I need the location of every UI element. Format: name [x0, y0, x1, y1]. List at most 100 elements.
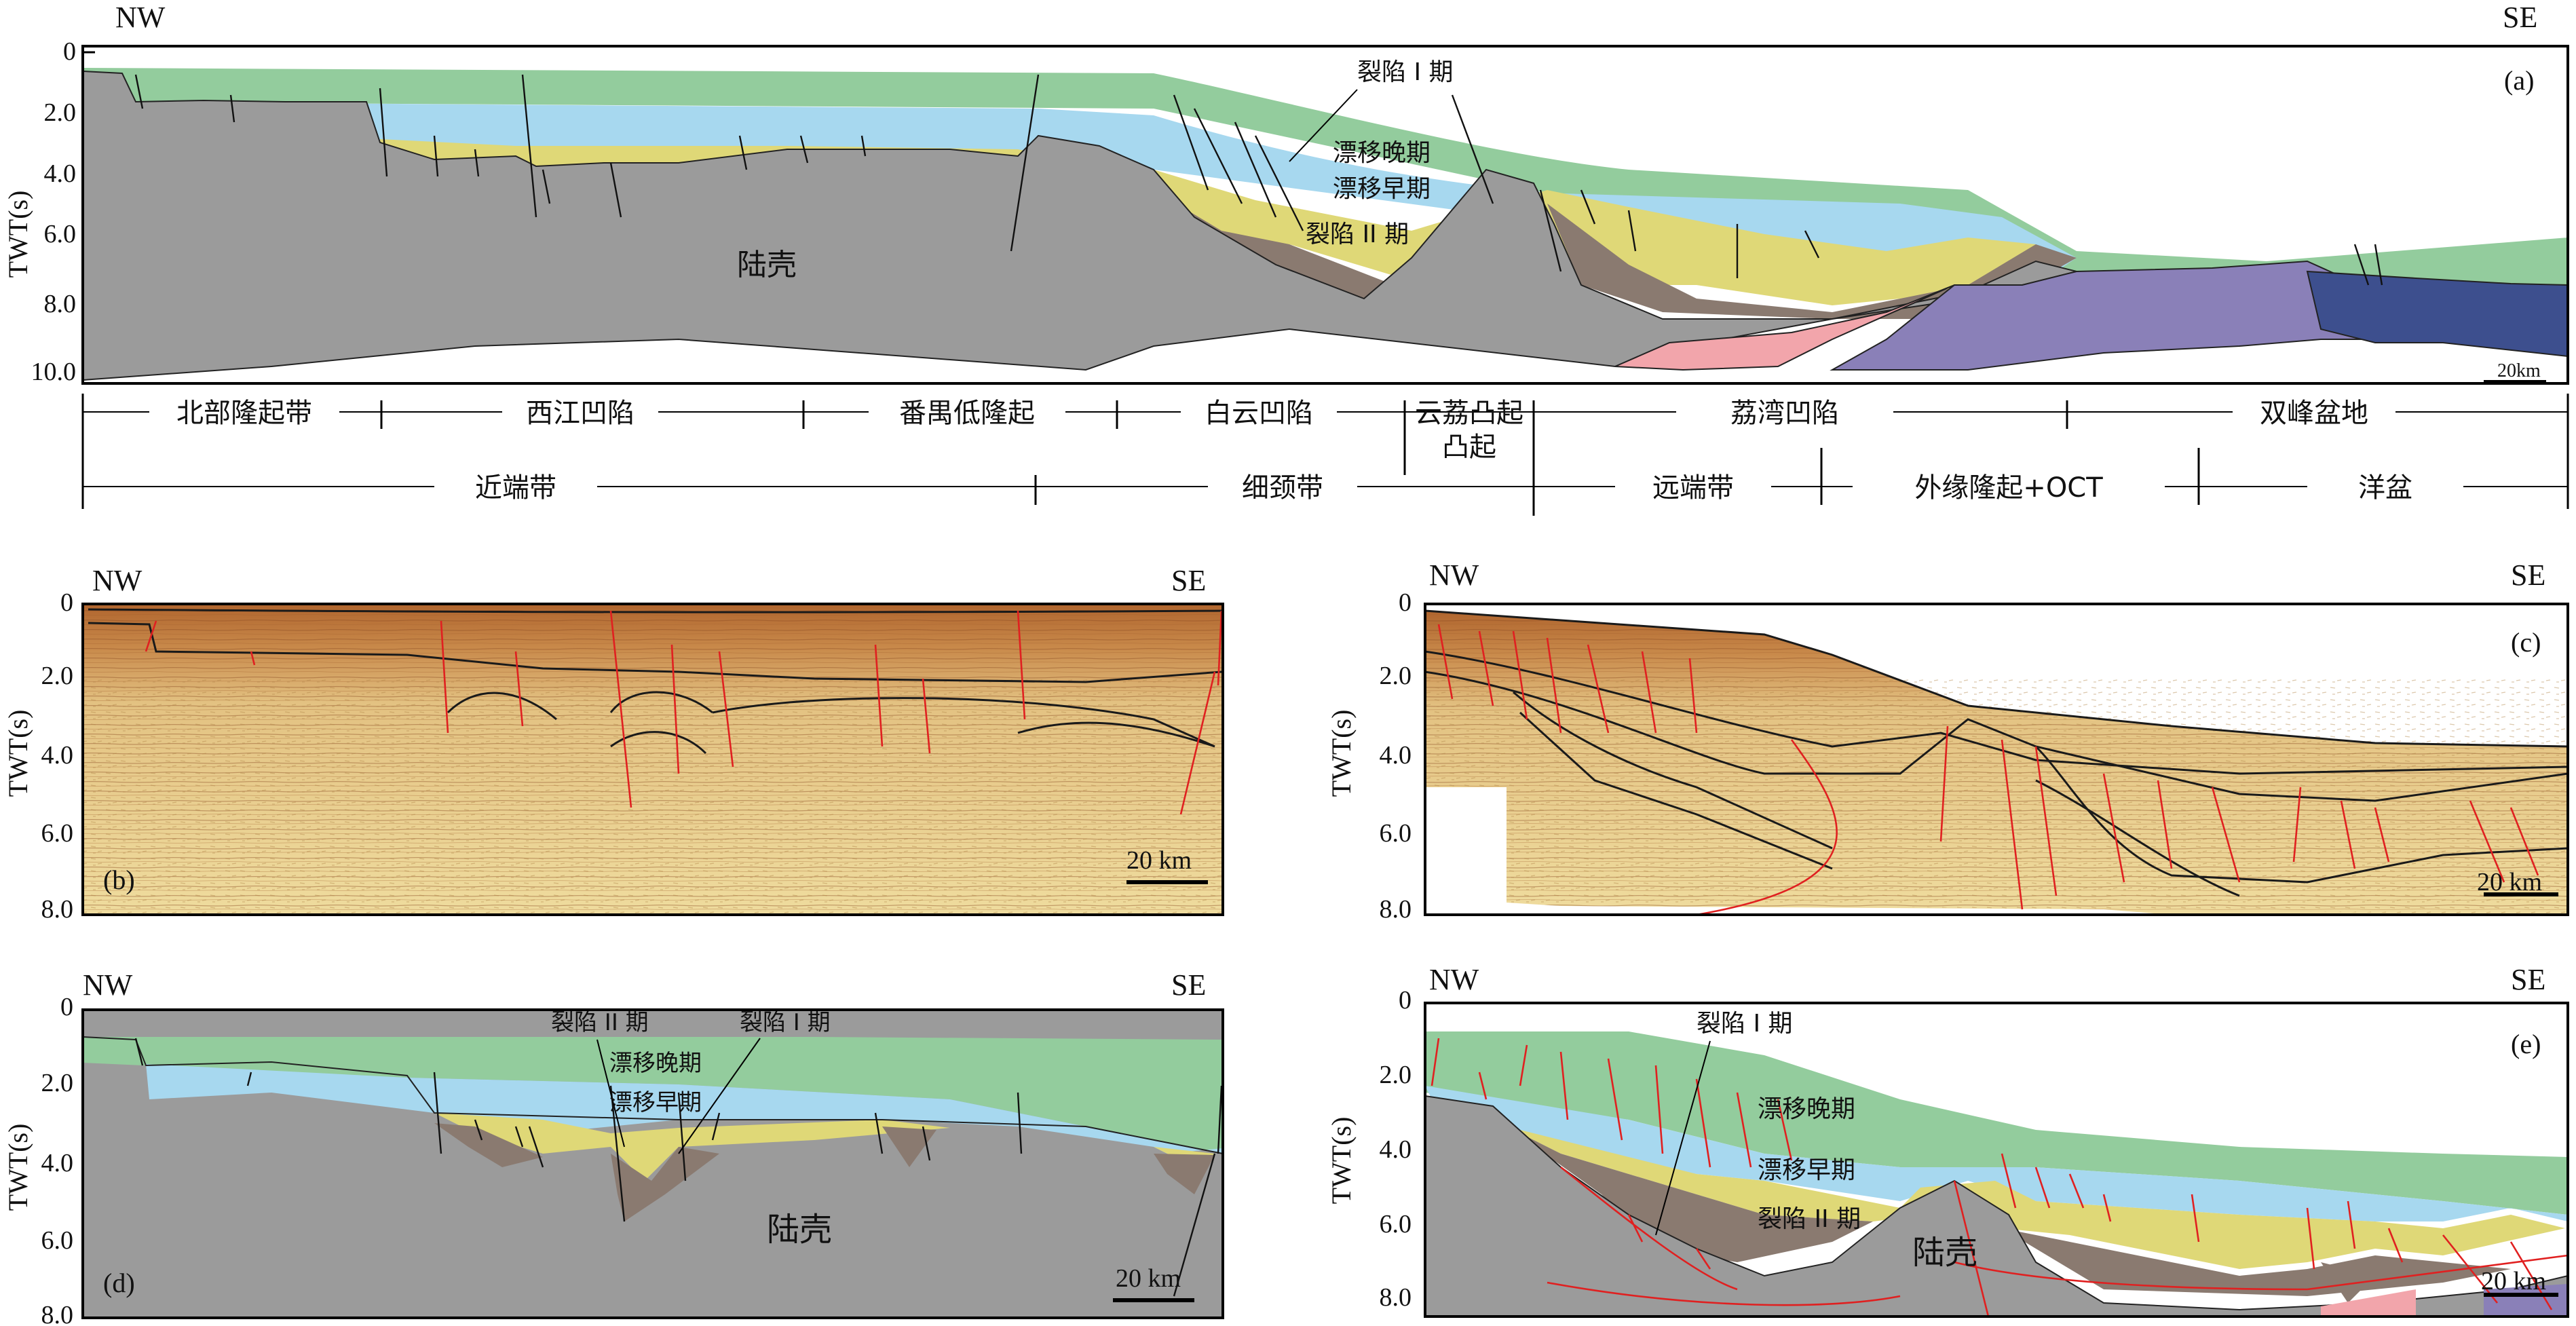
panel-d-tick-2: 4.0	[41, 1149, 74, 1177]
panel-e-tick-2: 4.0	[1380, 1135, 1412, 1164]
panel-e-drift-late-label: 漂移晚期	[1758, 1095, 1855, 1123]
panel-d-drift-late-label: 漂移晚期	[609, 1050, 702, 1077]
panel-b-tick-1: 2.0	[41, 662, 74, 690]
panel-e-frame	[1424, 1002, 2569, 1318]
panel-e-layer-labels: 裂陷 I 期 漂移晚期 漂移早期 裂陷 II 期 陆壳	[1655, 1010, 1977, 1272]
panel-d-tick-4: 8.0	[41, 1301, 74, 1326]
panel-d-scale-label: 20 km	[1116, 1264, 1181, 1293]
panel-a-tick-5: 10.0	[31, 358, 77, 386]
panel-e-scale-label: 20 km	[2481, 1267, 2546, 1295]
panel-a-tick-0: 0	[63, 37, 76, 66]
panel-c-y-axis-title: TWT(s)	[1326, 710, 1357, 797]
panel-a-section	[81, 45, 2569, 385]
panel-d-drift-early-label: 漂移早期	[609, 1089, 702, 1116]
panel-e-crust-layer	[1424, 1095, 2569, 1317]
panel-e-rift2-layer	[1507, 1126, 2565, 1269]
panel-a-zones: 北部隆起带 西江凹陷 番禺低隆起 白云凹陷 云荔凸起 凸起 荔湾凹陷 双峰盆地 …	[81, 394, 2569, 516]
panel-a-crust-layer	[82, 70, 2077, 381]
panel-d-label: (d)	[103, 1268, 135, 1298]
zone-xijiang-sag: 西江凹陷	[526, 398, 634, 429]
panel-d-y-axis-title: TWT(s)	[3, 1124, 33, 1211]
panel-a-nw-label: NW	[115, 1, 166, 34]
zone-outer-high-oct: 外缘隆起+OCT	[1914, 472, 2103, 504]
panel-e-nw-label: NW	[1429, 963, 1479, 996]
panel-a-tick-1: 2.0	[44, 98, 77, 127]
panel-b-label: (b)	[103, 865, 135, 895]
panel-d-y-ticks: 0 2.0 4.0 6.0 8.0	[41, 993, 74, 1326]
panel-e-pink-layer	[2321, 1289, 2416, 1316]
panel-e-label: (e)	[2511, 1029, 2541, 1059]
panel-e: NW SE TWT(s) 0 2.0 4.0 6.0 8.0 裂陷 I 期 漂移…	[1326, 963, 2569, 1318]
panel-a-tick-3: 6.0	[44, 220, 77, 248]
panel-d-rift1-label: 裂陷 I 期	[740, 1009, 831, 1036]
panel-b-tick-4: 8.0	[41, 895, 74, 924]
panel-c-horizons	[1424, 609, 2569, 897]
panel-e-y-axis-title: TWT(s)	[1326, 1117, 1357, 1205]
panel-d-drift-late-layer	[83, 1037, 1223, 1154]
zone-shuangfeng-basin: 双峰盆地	[2260, 398, 2368, 429]
panel-c-tick-4: 8.0	[1380, 895, 1412, 924]
panel-d-tick-3: 6.0	[41, 1226, 74, 1255]
panel-a-rift1-layer	[380, 146, 2077, 319]
panel-c-se-label: SE	[2511, 558, 2545, 592]
panel-d-tick-1: 2.0	[41, 1069, 74, 1097]
panel-e-rift1-layer	[1507, 1126, 2511, 1303]
panel-d-rift1-layer	[434, 1123, 1215, 1221]
panel-a: NW SE TWT(s) 0 2.0 4.0 6.0 8.0 10.0	[3, 1, 2569, 516]
panel-e-crust-label: 陆壳	[1912, 1234, 1977, 1272]
panel-a-scale-label: 20km	[2497, 360, 2541, 381]
panel-d-crust-label: 陆壳	[767, 1211, 832, 1249]
zone-yunli-uplift: 云荔凸起	[1415, 398, 1523, 429]
panel-d-se-label: SE	[1171, 968, 1206, 1002]
panel-a-layer-labels: 裂陷 I 期 漂移晚期 漂移早期 裂陷 II 期 陆壳	[737, 58, 1454, 282]
panel-e-rift1-label: 裂陷 I 期	[1697, 1010, 1793, 1038]
panel-a-rift1-label: 裂陷 I 期	[1357, 58, 1454, 86]
panel-a-tick-4: 8.0	[44, 290, 77, 318]
panel-b-tick-3: 6.0	[41, 819, 74, 848]
zone-row-1: 北部隆起带 西江凹陷 番禺低隆起 白云凹陷 云荔凸起 凸起 荔湾凹陷 双峰盆地	[81, 394, 2569, 516]
panel-d-tick-0: 0	[60, 993, 73, 1021]
panel-b: NW SE TWT(s) 0 2.0 4.0 6.0 8.0 (b) 20 km	[3, 564, 1224, 924]
panel-c-label: (c)	[2511, 627, 2541, 658]
zone-baiyun-sag: 白云凹陷	[1205, 398, 1313, 429]
panel-b-scale-label: 20 km	[1126, 846, 1192, 875]
panel-d-rift2-label: 裂陷 II 期	[551, 1009, 649, 1036]
panel-e-drift-early-layer	[1425, 1086, 2568, 1221]
zone-proximal: 近端带	[475, 472, 556, 504]
panel-e-faults	[1431, 1038, 2569, 1317]
panel-b-y-axis-title: TWT(s)	[3, 710, 33, 797]
panel-e-tick-3: 6.0	[1380, 1210, 1412, 1238]
panel-a-y-axis-title: TWT(s)	[3, 191, 33, 278]
zone-panyu-low-uplift: 番禺低隆起	[899, 398, 1035, 429]
panel-d-nw-label: NW	[83, 968, 133, 1002]
panel-a-crust-label: 陆壳	[737, 248, 797, 282]
panel-c: NW SE TWT(s) 0 2.0 4.0 6.0 8.0 (c) 20 km	[1326, 558, 2569, 924]
panel-a-faults	[134, 74, 2383, 286]
panel-b-nw-label: NW	[92, 564, 143, 597]
zone-ocean-basin: 洋盆	[2358, 472, 2412, 504]
panel-d-crust-outline	[82, 1036, 1224, 1154]
panel-a-y-ticks: 0 2.0 4.0 6.0 8.0 10.0	[31, 37, 77, 386]
panel-a-label: (a)	[2504, 65, 2534, 96]
panel-a-drift-early-label: 漂移早期	[1333, 175, 1431, 203]
zone-liwan-sag: 荔湾凹陷	[1730, 398, 1839, 429]
panel-a-tick-2: 4.0	[44, 159, 77, 188]
panel-e-drift-late-layer	[1425, 1031, 2568, 1215]
panel-b-faults	[145, 610, 1223, 815]
panel-d-frame	[81, 1008, 1224, 1319]
panel-e-rift2-label: 裂陷 II 期	[1758, 1205, 1861, 1233]
panel-a-drift-late-label: 漂移晚期	[1333, 139, 1431, 167]
panel-b-tick-2: 4.0	[41, 741, 74, 770]
panel-c-tick-3: 6.0	[1380, 819, 1412, 848]
zone-necking: 细颈带	[1242, 472, 1323, 504]
panel-a-frame	[81, 45, 2569, 385]
panel-c-scale-label: 20 km	[2477, 868, 2542, 896]
panel-d: NW SE TWT(s) 0 2.0 4.0 6.0 8.0 裂陷 II 期 裂…	[3, 968, 1224, 1326]
panel-c-tick-2: 4.0	[1380, 741, 1412, 770]
panel-c-y-ticks: 0 2.0 4.0 6.0 8.0	[1380, 588, 1412, 924]
panel-b-se-label: SE	[1171, 564, 1206, 597]
panel-c-tick-0: 0	[1399, 588, 1412, 617]
panel-a-se-label: SE	[2503, 1, 2537, 34]
panel-e-y-ticks: 0 2.0 4.0 6.0 8.0	[1380, 986, 1412, 1312]
panel-d-layer-labels: 裂陷 II 期 裂陷 I 期 漂移晚期 漂移早期 陆壳	[551, 1009, 832, 1249]
